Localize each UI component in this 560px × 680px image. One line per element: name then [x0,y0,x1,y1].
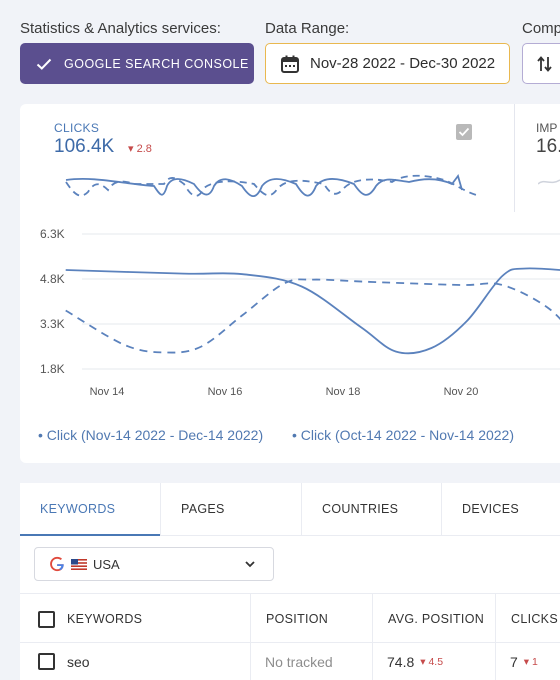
y-tick-label: 3.3K [40,317,65,331]
clicks-delta-value: 1 [532,655,538,668]
table-header: KEYWORDS POSITION AVG. POSITION CLICKS [20,593,560,643]
legend-item-previous[interactable]: • Click (Oct-14 2022 - Nov-14 2022) [292,427,514,443]
panel-tabs: KEYWORDS PAGES COUNTRIES DEVICES [20,483,560,536]
date-range-picker[interactable]: Nov-28 2022 - Dec-30 2022 [265,43,510,84]
keywords-column-header: KEYWORDS [38,594,142,644]
legend-label-current: Click (Nov-14 2022 - Dec-14 2022) [46,427,264,443]
avg-position-cell: 74.8 ▾ 4.5 [387,643,443,680]
compare-button[interactable] [522,43,560,84]
impressions-metric-value: 16. [536,136,560,157]
impressions-sparkline [538,179,560,185]
clicks-delta: ▾ 1 [523,655,538,668]
legend-item-current[interactable]: • Click (Nov-14 2022 - Dec-14 2022) [38,427,263,443]
column-label-keywords[interactable]: KEYWORDS [67,612,143,626]
x-tick-label: Nov 20 [444,386,479,398]
column-divider [250,593,251,680]
keywords-panel: KEYWORDS PAGES COUNTRIES DEVICES USA KEY… [20,483,560,680]
series-line-current [65,267,560,355]
metric-checkbox[interactable] [456,124,472,140]
tab-pages[interactable]: PAGES [160,483,301,536]
metric-tile-divider [514,104,515,212]
clicks-line-chart: 6.3K 4.8K 3.3K 1.8K Nov 14 Nov 16 Nov 18 Nov 20 [40,227,560,398]
google-search-console-button[interactable]: GOOGLE SEARCH CONSOLE [20,43,254,84]
keyword-cell[interactable]: seo [67,653,90,670]
column-divider [495,593,496,680]
clicks-delta-value: 2.8 [136,143,152,155]
position-cell: No tracked [265,653,333,670]
country-select[interactable]: USA [34,547,274,581]
column-divider [372,593,373,680]
y-tick-label: 6.3K [40,227,65,241]
chevron-down-icon [245,561,255,568]
table-row: seo [38,643,90,680]
google-icon [50,556,64,572]
compare-label: Comp [522,20,560,37]
x-tick-label: Nov 16 [208,386,243,398]
check-icon [36,58,52,70]
clicks-sparkline [65,174,481,198]
sparkline-previous [65,174,481,197]
legend-label-previous: Click (Oct-14 2022 - Nov-14 2022) [300,427,514,443]
country-select-value: USA [93,556,120,572]
row-checkbox[interactable] [38,653,55,670]
y-tick-label: 1.8K [40,362,65,376]
clicks-metric-value: 106.4K [54,136,115,157]
avg-position-delta: ▾ 4.5 [420,655,444,668]
services-label: Statistics & Analytics services: [20,20,221,37]
select-all-checkbox[interactable] [38,610,55,628]
y-tick-label: 4.8K [40,272,65,286]
tab-devices[interactable]: DEVICES [441,483,560,536]
avg-position-delta-value: 4.5 [428,655,444,668]
clicks-metric-delta: ▾ 2.8 [128,142,152,155]
service-button-label: GOOGLE SEARCH CONSOLE [64,56,249,71]
legend-dot: • [292,427,297,443]
clicks-value: 7 [510,653,518,670]
tab-keywords[interactable]: KEYWORDS [20,483,160,536]
clicks-chart-card: CLICKS 106.4K ▾ 2.8 IMP 16. 6.3K 4.8K 3.3K… [20,104,560,463]
down-triangle-icon: ▾ [128,143,134,155]
sparkline-current [65,174,463,198]
series-line-previous [65,278,560,354]
impressions-metric-label: IMP [536,121,558,135]
clicks-metric-label: CLICKS [54,121,100,135]
date-range-value: Nov-28 2022 - Dec-30 2022 [310,55,496,72]
column-label-position[interactable]: POSITION [266,612,329,626]
legend-dot: • [38,427,43,443]
date-range-label: Data Range: [265,20,350,37]
column-label-avg-position[interactable]: AVG. POSITION [388,612,485,626]
tab-countries[interactable]: COUNTRIES [301,483,441,536]
avg-position-value: 74.8 [387,653,415,670]
clicks-cell: 7 ▾ 1 [510,643,538,680]
x-tick-label: Nov 18 [326,386,361,398]
us-flag-icon [71,558,87,570]
check-icon [458,127,470,137]
x-tick-label: Nov 14 [90,386,125,398]
sort-arrows-icon [537,55,552,72]
calendar-icon [281,55,299,73]
column-label-clicks[interactable]: CLICKS [511,612,558,626]
